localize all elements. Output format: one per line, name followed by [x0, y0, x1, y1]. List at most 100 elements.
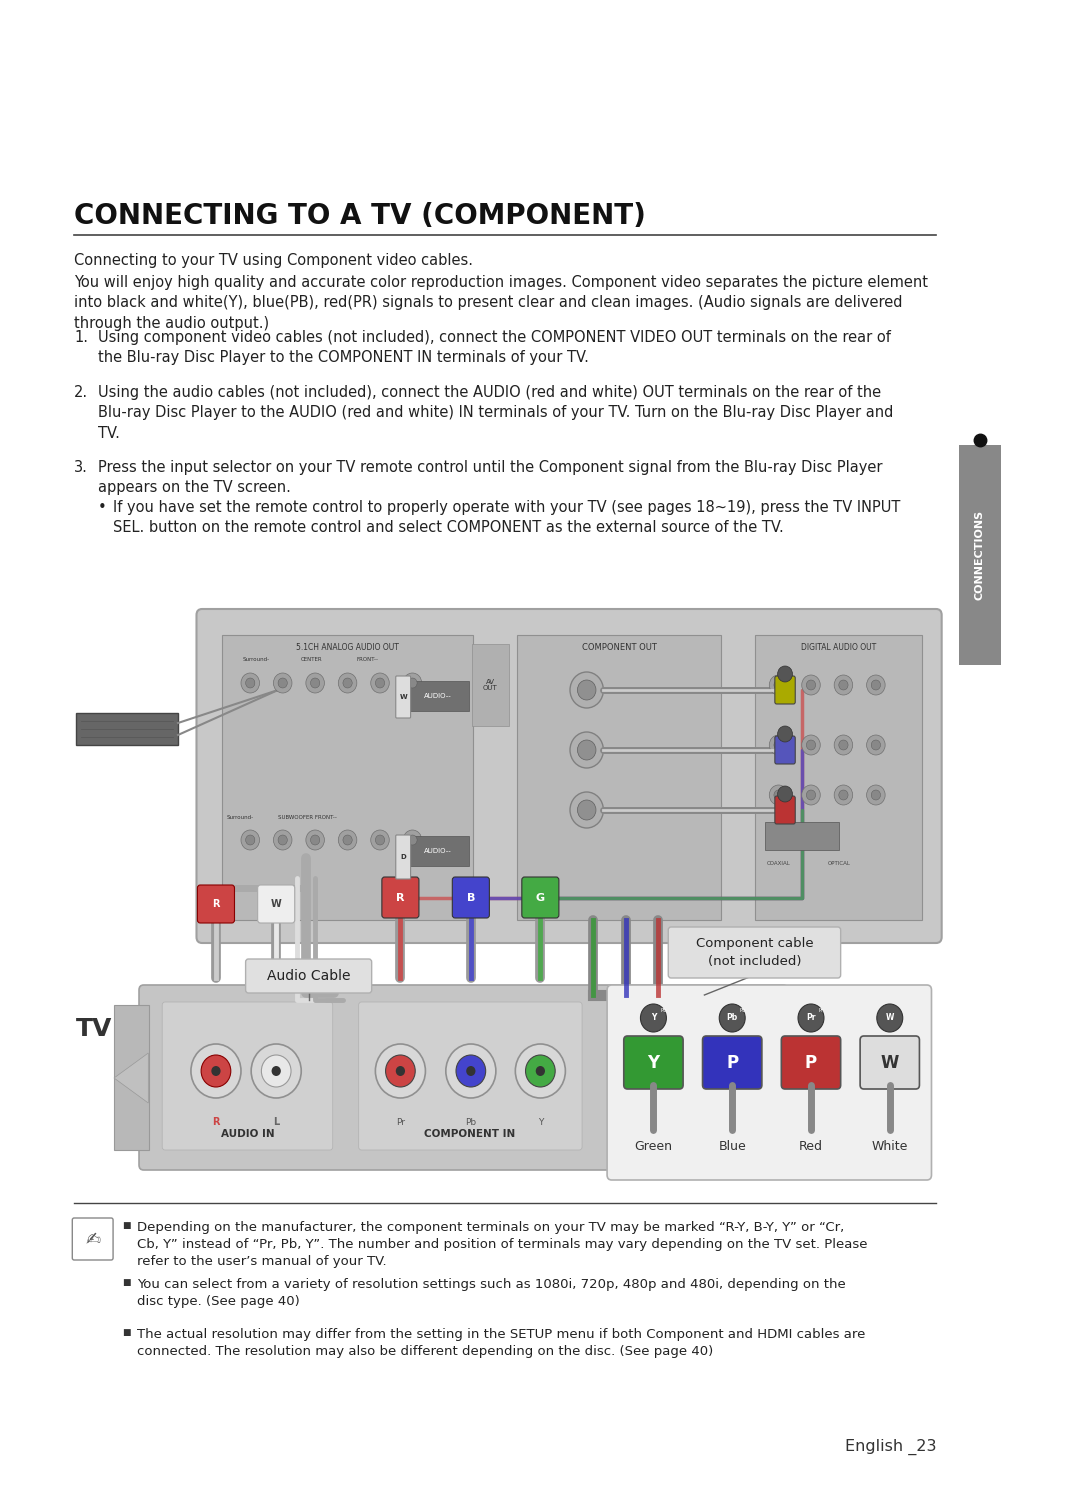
Circle shape	[526, 1054, 555, 1087]
FancyBboxPatch shape	[407, 682, 469, 711]
Text: Pb: Pb	[727, 1013, 738, 1023]
Circle shape	[515, 1044, 565, 1097]
Circle shape	[807, 740, 815, 750]
Circle shape	[801, 786, 821, 805]
FancyBboxPatch shape	[755, 636, 922, 921]
Polygon shape	[114, 1053, 148, 1103]
Circle shape	[252, 1044, 301, 1097]
FancyBboxPatch shape	[197, 609, 942, 943]
Circle shape	[872, 740, 880, 750]
FancyBboxPatch shape	[245, 959, 372, 993]
Circle shape	[578, 740, 596, 760]
FancyBboxPatch shape	[359, 1002, 582, 1149]
FancyBboxPatch shape	[198, 885, 234, 924]
Circle shape	[778, 726, 793, 742]
Circle shape	[839, 740, 848, 750]
FancyBboxPatch shape	[774, 737, 795, 763]
Text: DIGITAL AUDIO OUT: DIGITAL AUDIO OUT	[801, 643, 877, 652]
Text: Green: Green	[634, 1140, 673, 1154]
Text: 1.: 1.	[75, 330, 89, 345]
Text: R: R	[396, 892, 405, 903]
Circle shape	[536, 1066, 545, 1077]
Text: Audio Cable: Audio Cable	[267, 970, 350, 983]
Circle shape	[578, 680, 596, 699]
Text: Using component video cables (not included), connect the COMPONENT VIDEO OUT ter: Using component video cables (not includ…	[98, 330, 891, 365]
Text: R: R	[212, 1117, 219, 1127]
Circle shape	[834, 676, 853, 695]
Circle shape	[456, 1054, 486, 1087]
Circle shape	[872, 680, 880, 691]
Text: COMPONENT OUT: COMPONENT OUT	[582, 643, 657, 652]
Text: COAXIAL: COAXIAL	[767, 861, 791, 866]
Circle shape	[774, 680, 783, 691]
Circle shape	[807, 680, 815, 691]
Text: Pr: Pr	[807, 1013, 815, 1023]
Text: W: W	[400, 693, 407, 699]
FancyBboxPatch shape	[258, 885, 295, 924]
Text: AUDIO--: AUDIO--	[423, 693, 451, 699]
Circle shape	[578, 800, 596, 820]
FancyBboxPatch shape	[114, 1005, 149, 1149]
Circle shape	[839, 680, 848, 691]
Text: Depending on the manufacturer, the component terminals on your TV may be marked : Depending on the manufacturer, the compo…	[137, 1221, 867, 1268]
Circle shape	[877, 1004, 903, 1032]
Text: You will enjoy high quality and accurate color reproduction images. Component vi: You will enjoy high quality and accurate…	[75, 275, 928, 331]
Circle shape	[395, 1066, 405, 1077]
Text: Pr: Pr	[819, 1007, 824, 1013]
Circle shape	[769, 735, 787, 754]
Text: W: W	[886, 1013, 894, 1023]
Circle shape	[778, 786, 793, 802]
Circle shape	[376, 679, 384, 688]
Circle shape	[370, 830, 389, 849]
FancyBboxPatch shape	[860, 1037, 919, 1089]
Circle shape	[273, 673, 292, 693]
Circle shape	[201, 1054, 231, 1087]
Text: Red: Red	[799, 1140, 823, 1154]
FancyBboxPatch shape	[669, 927, 840, 979]
FancyBboxPatch shape	[472, 644, 509, 726]
Text: CENTER: CENTER	[301, 656, 323, 662]
Text: The actual resolution may differ from the setting in the SETUP menu if both Comp: The actual resolution may differ from th…	[137, 1328, 865, 1357]
Text: ■: ■	[122, 1279, 131, 1287]
Circle shape	[839, 790, 848, 800]
Circle shape	[778, 665, 793, 682]
Circle shape	[801, 676, 821, 695]
Text: G: G	[536, 892, 545, 903]
Text: FRONT--: FRONT--	[356, 656, 379, 662]
Circle shape	[774, 790, 783, 800]
Circle shape	[403, 830, 421, 849]
FancyBboxPatch shape	[139, 985, 787, 1170]
Circle shape	[807, 790, 815, 800]
FancyBboxPatch shape	[624, 1037, 683, 1089]
Text: ✍: ✍	[85, 1230, 100, 1247]
Text: You can select from a variety of resolution settings such as 1080i, 720p, 480p a: You can select from a variety of resolut…	[137, 1279, 846, 1308]
Text: AUDIO IN: AUDIO IN	[220, 1129, 274, 1139]
Text: Pb: Pb	[465, 1118, 476, 1127]
FancyBboxPatch shape	[703, 1037, 761, 1089]
FancyBboxPatch shape	[522, 878, 558, 918]
Text: W: W	[880, 1054, 899, 1072]
Text: ■: ■	[122, 1221, 131, 1230]
Circle shape	[403, 673, 421, 693]
Circle shape	[273, 830, 292, 849]
FancyBboxPatch shape	[407, 836, 469, 866]
Text: Pb: Pb	[661, 1007, 667, 1013]
FancyBboxPatch shape	[395, 676, 410, 719]
Text: AV
OUT: AV OUT	[483, 679, 498, 692]
Circle shape	[310, 835, 320, 845]
Text: Connecting to your TV using Component video cables.: Connecting to your TV using Component vi…	[75, 252, 473, 267]
Text: CONNECTIONS: CONNECTIONS	[974, 509, 985, 600]
Circle shape	[570, 673, 604, 708]
Text: Component cable
(not included): Component cable (not included)	[696, 937, 813, 968]
Circle shape	[343, 679, 352, 688]
Text: 5.1CH ANALOG AUDIO OUT: 5.1CH ANALOG AUDIO OUT	[296, 643, 399, 652]
Circle shape	[261, 1054, 291, 1087]
Text: AUDIO--: AUDIO--	[423, 848, 451, 854]
FancyBboxPatch shape	[76, 713, 178, 745]
Text: Pb: Pb	[740, 1007, 746, 1013]
Circle shape	[570, 792, 604, 829]
Circle shape	[834, 735, 853, 754]
Circle shape	[271, 1066, 281, 1077]
Text: ■: ■	[122, 1328, 131, 1336]
FancyBboxPatch shape	[607, 985, 931, 1181]
